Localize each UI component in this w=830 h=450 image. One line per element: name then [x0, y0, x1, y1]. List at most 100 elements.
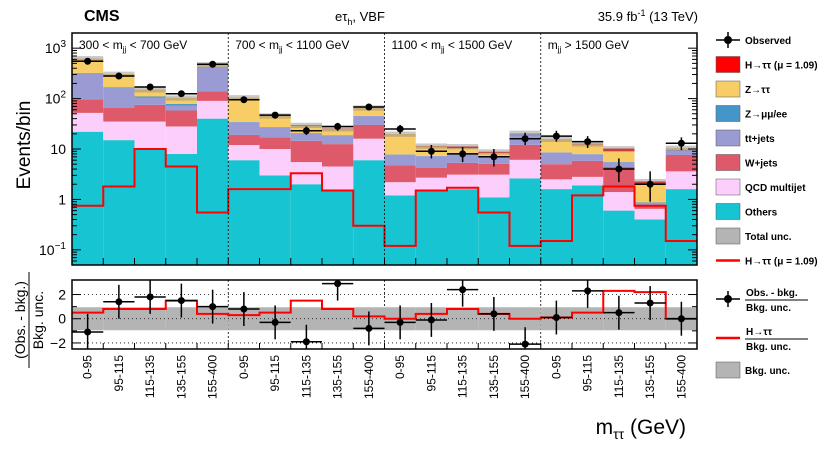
ratio-marker	[209, 303, 217, 311]
ratio-legend-item: H→ττ Bkg. unc.	[716, 327, 808, 353]
y-tick-label: 1	[58, 191, 66, 207]
stack-bar	[72, 58, 104, 73]
ratio-observed-point	[540, 300, 572, 335]
region-label-post: < 700 GeV	[126, 38, 187, 52]
x-tick-label: 155-400	[362, 355, 376, 399]
observed-point	[447, 146, 479, 163]
stack-bar	[572, 154, 604, 161]
stack-bar	[353, 160, 385, 265]
ratio-marker	[490, 310, 498, 318]
stack-bar	[572, 160, 604, 177]
ratio-observed-point	[322, 280, 354, 301]
observed-marker	[365, 103, 373, 111]
stack-bar	[72, 73, 104, 100]
lumi-main: 35.9 fb	[598, 9, 638, 24]
observed-marker	[209, 60, 217, 68]
series-qcd-multijet	[72, 100, 697, 220]
ratio-marker	[459, 286, 467, 294]
ratio-legend-label-bottom: Bkg. unc.	[746, 342, 791, 353]
observed-marker	[396, 125, 404, 133]
x-tick-label: 95-115	[581, 355, 595, 392]
stack-bar	[572, 144, 604, 155]
y-tick-base: 10	[39, 242, 55, 258]
x-tick-label: 95-115	[112, 355, 126, 392]
stack-bar	[197, 91, 229, 101]
stack-bar	[259, 137, 291, 149]
stack-bar	[384, 182, 416, 196]
stack-bar	[165, 126, 197, 154]
y-tick-base: 10	[45, 91, 61, 107]
legend-label: Z→μμ/ee	[745, 110, 788, 121]
stack-bar	[228, 134, 260, 146]
ratio-marker	[396, 318, 404, 326]
legend: Observed H→ττ (μ = 1.09) Z→ττ Z→μμ/ee tt+jet…	[715, 32, 818, 268]
stack-bar	[540, 152, 572, 165]
region-label-sub: jj	[278, 45, 283, 54]
stack-bar	[322, 144, 354, 167]
legend-label: Others	[745, 208, 778, 219]
stack-bar	[290, 125, 322, 126]
x-label-main: m	[596, 416, 614, 439]
y-axis-label: Events/bin	[14, 101, 35, 190]
ratio-legend-label: Bkg. unc.	[745, 366, 790, 377]
stack-bar	[478, 174, 510, 198]
y-tick-label: 102	[45, 90, 67, 107]
observed-point	[103, 72, 135, 80]
lumi-label: 35.9 fb-1 (13 TeV)	[598, 8, 698, 24]
unc-box	[290, 122, 322, 129]
unc-box	[603, 146, 635, 152]
stack-bar	[634, 202, 666, 203]
main-plot: 300 < mjj < 700 GeV 700 < mjj < 1100 GeV 1…	[39, 32, 698, 266]
x-tick-label: 135-155	[331, 355, 345, 399]
region-label-sub: jj	[440, 45, 445, 54]
stack-bar	[259, 175, 291, 265]
x-tick-labels: 0-95 95-115 115-135 135-155 155-400 0-95 95-11…	[71, 343, 698, 399]
channel-main: eτ	[335, 9, 348, 24]
ratio-marker	[584, 287, 592, 295]
legend-label: Z→ττ	[745, 85, 771, 96]
ratio-legend-item: Obs. - bkg. Bkg. unc.	[716, 288, 808, 314]
observed-point	[259, 111, 291, 119]
stack-bar	[103, 108, 135, 122]
stack-bar	[603, 151, 635, 163]
stack-bar	[103, 74, 135, 88]
stack-bar	[353, 107, 385, 116]
region-label: 700 < mjj < 1100 GeV	[235, 38, 349, 54]
stack-bar	[384, 165, 416, 183]
stack-bar	[228, 145, 260, 161]
lumi-rest: (13 TeV)	[645, 9, 698, 24]
region-label: 300 < mjj < 700 GeV	[79, 38, 187, 54]
stack-bar	[665, 189, 697, 265]
ratio-marker	[365, 324, 373, 332]
y-tick-base: 1	[58, 191, 66, 207]
stack-bar	[540, 139, 572, 153]
stack-bar	[384, 134, 416, 155]
ratio-y-label-top: (Obs. - bkg.)	[12, 281, 28, 359]
stack-bar	[134, 97, 166, 105]
observed-marker	[146, 83, 154, 91]
y-tick-exp: −1	[55, 241, 67, 252]
stack-bar	[259, 127, 291, 138]
region-label-sub: jj	[122, 45, 127, 54]
stack-bar	[259, 149, 291, 176]
stack-bar	[322, 190, 354, 265]
stack-bar	[634, 219, 666, 265]
legend-swatch	[715, 80, 741, 98]
stack-bar	[165, 110, 197, 127]
channel-label: eτh, VBF	[335, 9, 385, 27]
observed-marker	[521, 135, 529, 143]
ratio-observed-point	[72, 313, 104, 349]
stack-bar	[103, 87, 135, 89]
unc-box	[165, 95, 197, 101]
ratio-marker	[177, 297, 185, 305]
region-label-post: < 1500 GeV	[445, 38, 513, 52]
ratio-legend-label-top: H→ττ	[746, 327, 773, 338]
observed-marker	[334, 122, 342, 130]
x-tick-label: 155-400	[206, 355, 220, 399]
ratio-y-ticks: 2 0 −2	[50, 287, 697, 351]
ratio-marker	[302, 338, 310, 346]
observed-point	[572, 136, 604, 148]
stack-bar	[134, 96, 166, 98]
stack-bar	[415, 156, 447, 168]
